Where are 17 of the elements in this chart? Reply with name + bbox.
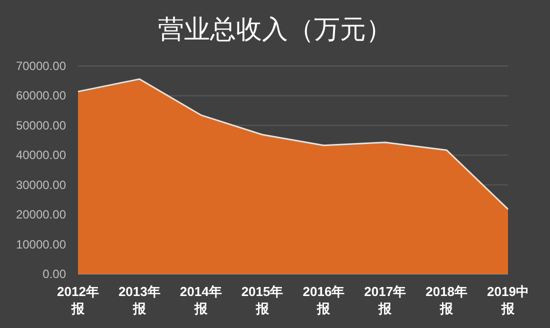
x-tick-label: 2012年报 xyxy=(57,284,99,316)
x-tick-label: 2016年报 xyxy=(302,284,345,316)
y-tick-label: 10000.00 xyxy=(16,237,66,252)
y-tick-label: 40000.00 xyxy=(16,148,66,162)
y-tick-label: 50000.00 xyxy=(16,118,66,132)
y-tick-label: 0.00 xyxy=(42,267,66,281)
x-tick-label: 2018年报 xyxy=(426,284,468,316)
y-tick-label: 20000.00 xyxy=(16,208,66,222)
y-tick-label: 60000.00 xyxy=(16,88,66,103)
x-tick-label: 2017年报 xyxy=(364,284,406,316)
y-tick-label: 70000.00 xyxy=(16,59,66,73)
x-tick-label: 2013年报 xyxy=(118,284,160,316)
x-tick-label: 2019中报 xyxy=(487,284,529,316)
x-tick-label: 2014年报 xyxy=(180,284,222,316)
x-tick-label: 2015年报 xyxy=(241,284,284,316)
y-tick-label: 30000.00 xyxy=(16,178,66,192)
chart-title: 营业总收入（万元） xyxy=(158,14,392,44)
